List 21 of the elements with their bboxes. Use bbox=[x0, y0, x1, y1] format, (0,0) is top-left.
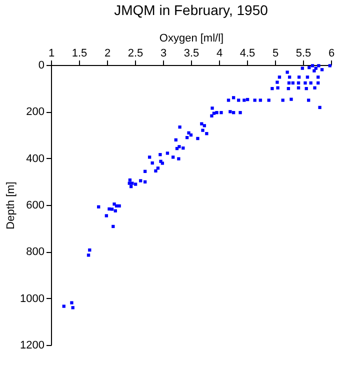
y-axis-title: Depth [m] bbox=[5, 182, 18, 230]
x-tick-label: 4.5 bbox=[240, 48, 256, 60]
y-tick-label: 1000 bbox=[20, 292, 44, 305]
x-tick-label: 5 bbox=[272, 48, 279, 60]
x-axis-title: Oxygen [ml/l] bbox=[159, 32, 224, 44]
x-tick-label: 5.5 bbox=[296, 48, 312, 60]
x-tick-label: 3.5 bbox=[184, 48, 200, 60]
x-tick-label: 2.5 bbox=[128, 48, 144, 60]
x-tick-label: 3 bbox=[160, 48, 167, 60]
x-tick-label: 2 bbox=[104, 48, 111, 60]
y-tick-label: 1200 bbox=[20, 340, 44, 352]
y-tick-label: 200 bbox=[26, 106, 44, 118]
x-tick-label: 1 bbox=[48, 48, 55, 60]
y-tick-label: 0 bbox=[38, 60, 44, 72]
chart-title: JMQM in February, 1950 bbox=[114, 2, 268, 18]
y-tick-label: 400 bbox=[26, 152, 44, 165]
y-tick-label: 800 bbox=[26, 246, 44, 258]
x-tick-label: 4 bbox=[216, 48, 223, 60]
x-tick-label: 6 bbox=[328, 48, 335, 60]
y-tick-label: 600 bbox=[26, 200, 44, 212]
x-tick-label: 1.5 bbox=[72, 48, 88, 60]
